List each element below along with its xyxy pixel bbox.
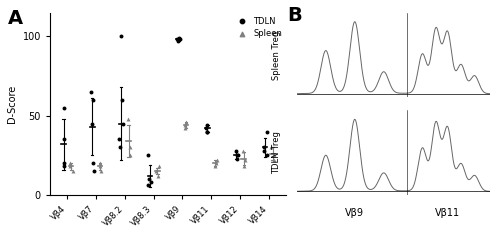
Text: Vβ11: Vβ11 — [435, 208, 460, 218]
Point — [270, 158, 278, 162]
Point — [66, 161, 74, 165]
Point — [89, 161, 97, 165]
Point — [86, 90, 94, 94]
Point — [232, 148, 240, 152]
Y-axis label: D-Score: D-Score — [7, 84, 17, 123]
Text: Vβ9: Vβ9 — [346, 208, 364, 218]
Point — [174, 39, 182, 43]
Point — [115, 138, 123, 141]
Legend: TDLN, Spleen: TDLN, Spleen — [234, 17, 282, 38]
Point — [234, 153, 242, 157]
Point — [268, 146, 276, 150]
Point — [118, 122, 126, 126]
Point — [98, 169, 106, 173]
Point — [175, 36, 183, 40]
Point — [90, 169, 98, 173]
Text: TDLN Treg: TDLN Treg — [272, 131, 281, 174]
Point — [212, 158, 220, 162]
Point — [154, 164, 162, 168]
Point — [147, 180, 155, 184]
Point — [145, 177, 153, 181]
Point — [240, 164, 248, 168]
Point — [154, 174, 162, 178]
Point — [144, 184, 152, 188]
Point — [60, 138, 68, 141]
Point — [68, 169, 76, 173]
Point — [144, 153, 152, 157]
Point — [212, 164, 220, 168]
Point — [90, 98, 98, 102]
Point — [233, 153, 241, 157]
Text: B: B — [287, 6, 302, 25]
Point — [202, 126, 210, 130]
Text: A: A — [8, 9, 22, 28]
Point — [182, 120, 190, 124]
Point — [176, 38, 184, 42]
Point — [88, 122, 96, 126]
Point — [212, 161, 220, 165]
Point — [116, 146, 124, 150]
Point — [232, 156, 240, 160]
Point — [60, 106, 68, 110]
Point — [202, 130, 210, 134]
Point — [239, 148, 247, 152]
Point — [180, 126, 188, 130]
Point — [126, 146, 134, 150]
Point — [60, 161, 68, 165]
Text: Spleen Treg: Spleen Treg — [272, 30, 281, 80]
Point — [262, 153, 270, 157]
Point — [173, 38, 181, 42]
Point — [260, 146, 268, 150]
Point — [96, 161, 104, 165]
Point — [124, 117, 132, 121]
Point — [240, 158, 248, 162]
Point — [152, 169, 160, 173]
Point — [202, 123, 210, 127]
Point — [263, 130, 271, 134]
Point — [117, 34, 125, 38]
Point — [66, 164, 74, 168]
Point — [126, 153, 134, 157]
Point — [96, 164, 104, 168]
Point — [60, 164, 68, 168]
Point — [270, 153, 278, 157]
Point — [204, 130, 212, 134]
Point — [260, 148, 268, 152]
Point — [181, 123, 189, 127]
Point — [118, 98, 126, 102]
